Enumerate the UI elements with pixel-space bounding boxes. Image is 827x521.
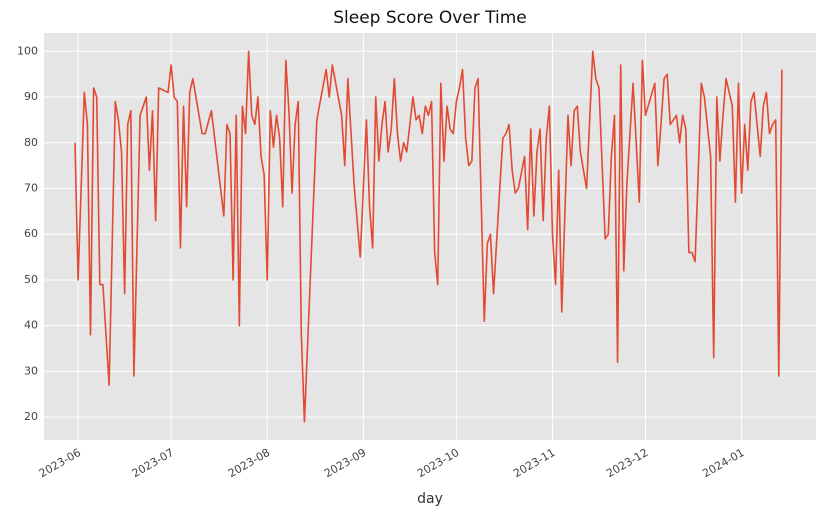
x-tick-label: 2023-10: [415, 446, 461, 480]
x-tick-label: 2023-06: [37, 446, 83, 480]
x-tick-label: 2024-01: [700, 446, 746, 480]
y-tick-label: 100: [17, 44, 38, 57]
x-tick-label: 2023-09: [322, 446, 368, 480]
y-tick-label: 70: [24, 181, 38, 194]
chart-title: Sleep Score Over Time: [333, 8, 527, 28]
y-tick-label: 60: [24, 227, 38, 240]
plot-area: [44, 33, 816, 440]
x-tick-label: 2023-12: [604, 446, 650, 480]
x-tick-label: 2023-07: [130, 446, 176, 480]
x-tick-label: 2023-08: [226, 446, 272, 480]
x-axis-label: day: [417, 491, 443, 507]
y-tick-label: 30: [24, 364, 38, 377]
y-tick-label: 20: [24, 410, 38, 423]
y-tick-label: 90: [24, 90, 38, 103]
y-tick-label: 50: [24, 273, 38, 286]
y-tick-label: 40: [24, 319, 38, 332]
line-series: [74, 50, 783, 423]
y-tick-label: 80: [24, 136, 38, 149]
x-tick-label: 2023-11: [511, 446, 557, 480]
